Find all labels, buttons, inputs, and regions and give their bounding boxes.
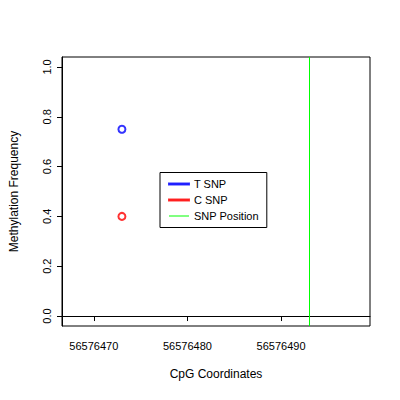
svg-text:T SNP: T SNP	[194, 178, 226, 190]
svg-text:Methylation Frequency: Methylation Frequency	[7, 131, 21, 252]
svg-text:0.8: 0.8	[41, 109, 53, 124]
svg-text:CpG Coordinates: CpG Coordinates	[170, 367, 263, 381]
svg-text:56576490: 56576490	[257, 340, 306, 352]
svg-text:1.0: 1.0	[41, 59, 53, 74]
svg-text:56576470: 56576470	[69, 340, 118, 352]
svg-text:SNP Position: SNP Position	[194, 210, 259, 222]
svg-text:0.4: 0.4	[41, 209, 53, 224]
svg-text:56576480: 56576480	[163, 340, 212, 352]
svg-text:0.2: 0.2	[41, 259, 53, 274]
svg-text:C SNP: C SNP	[194, 194, 228, 206]
svg-text:0.6: 0.6	[41, 159, 53, 174]
svg-text:0.0: 0.0	[41, 308, 53, 323]
